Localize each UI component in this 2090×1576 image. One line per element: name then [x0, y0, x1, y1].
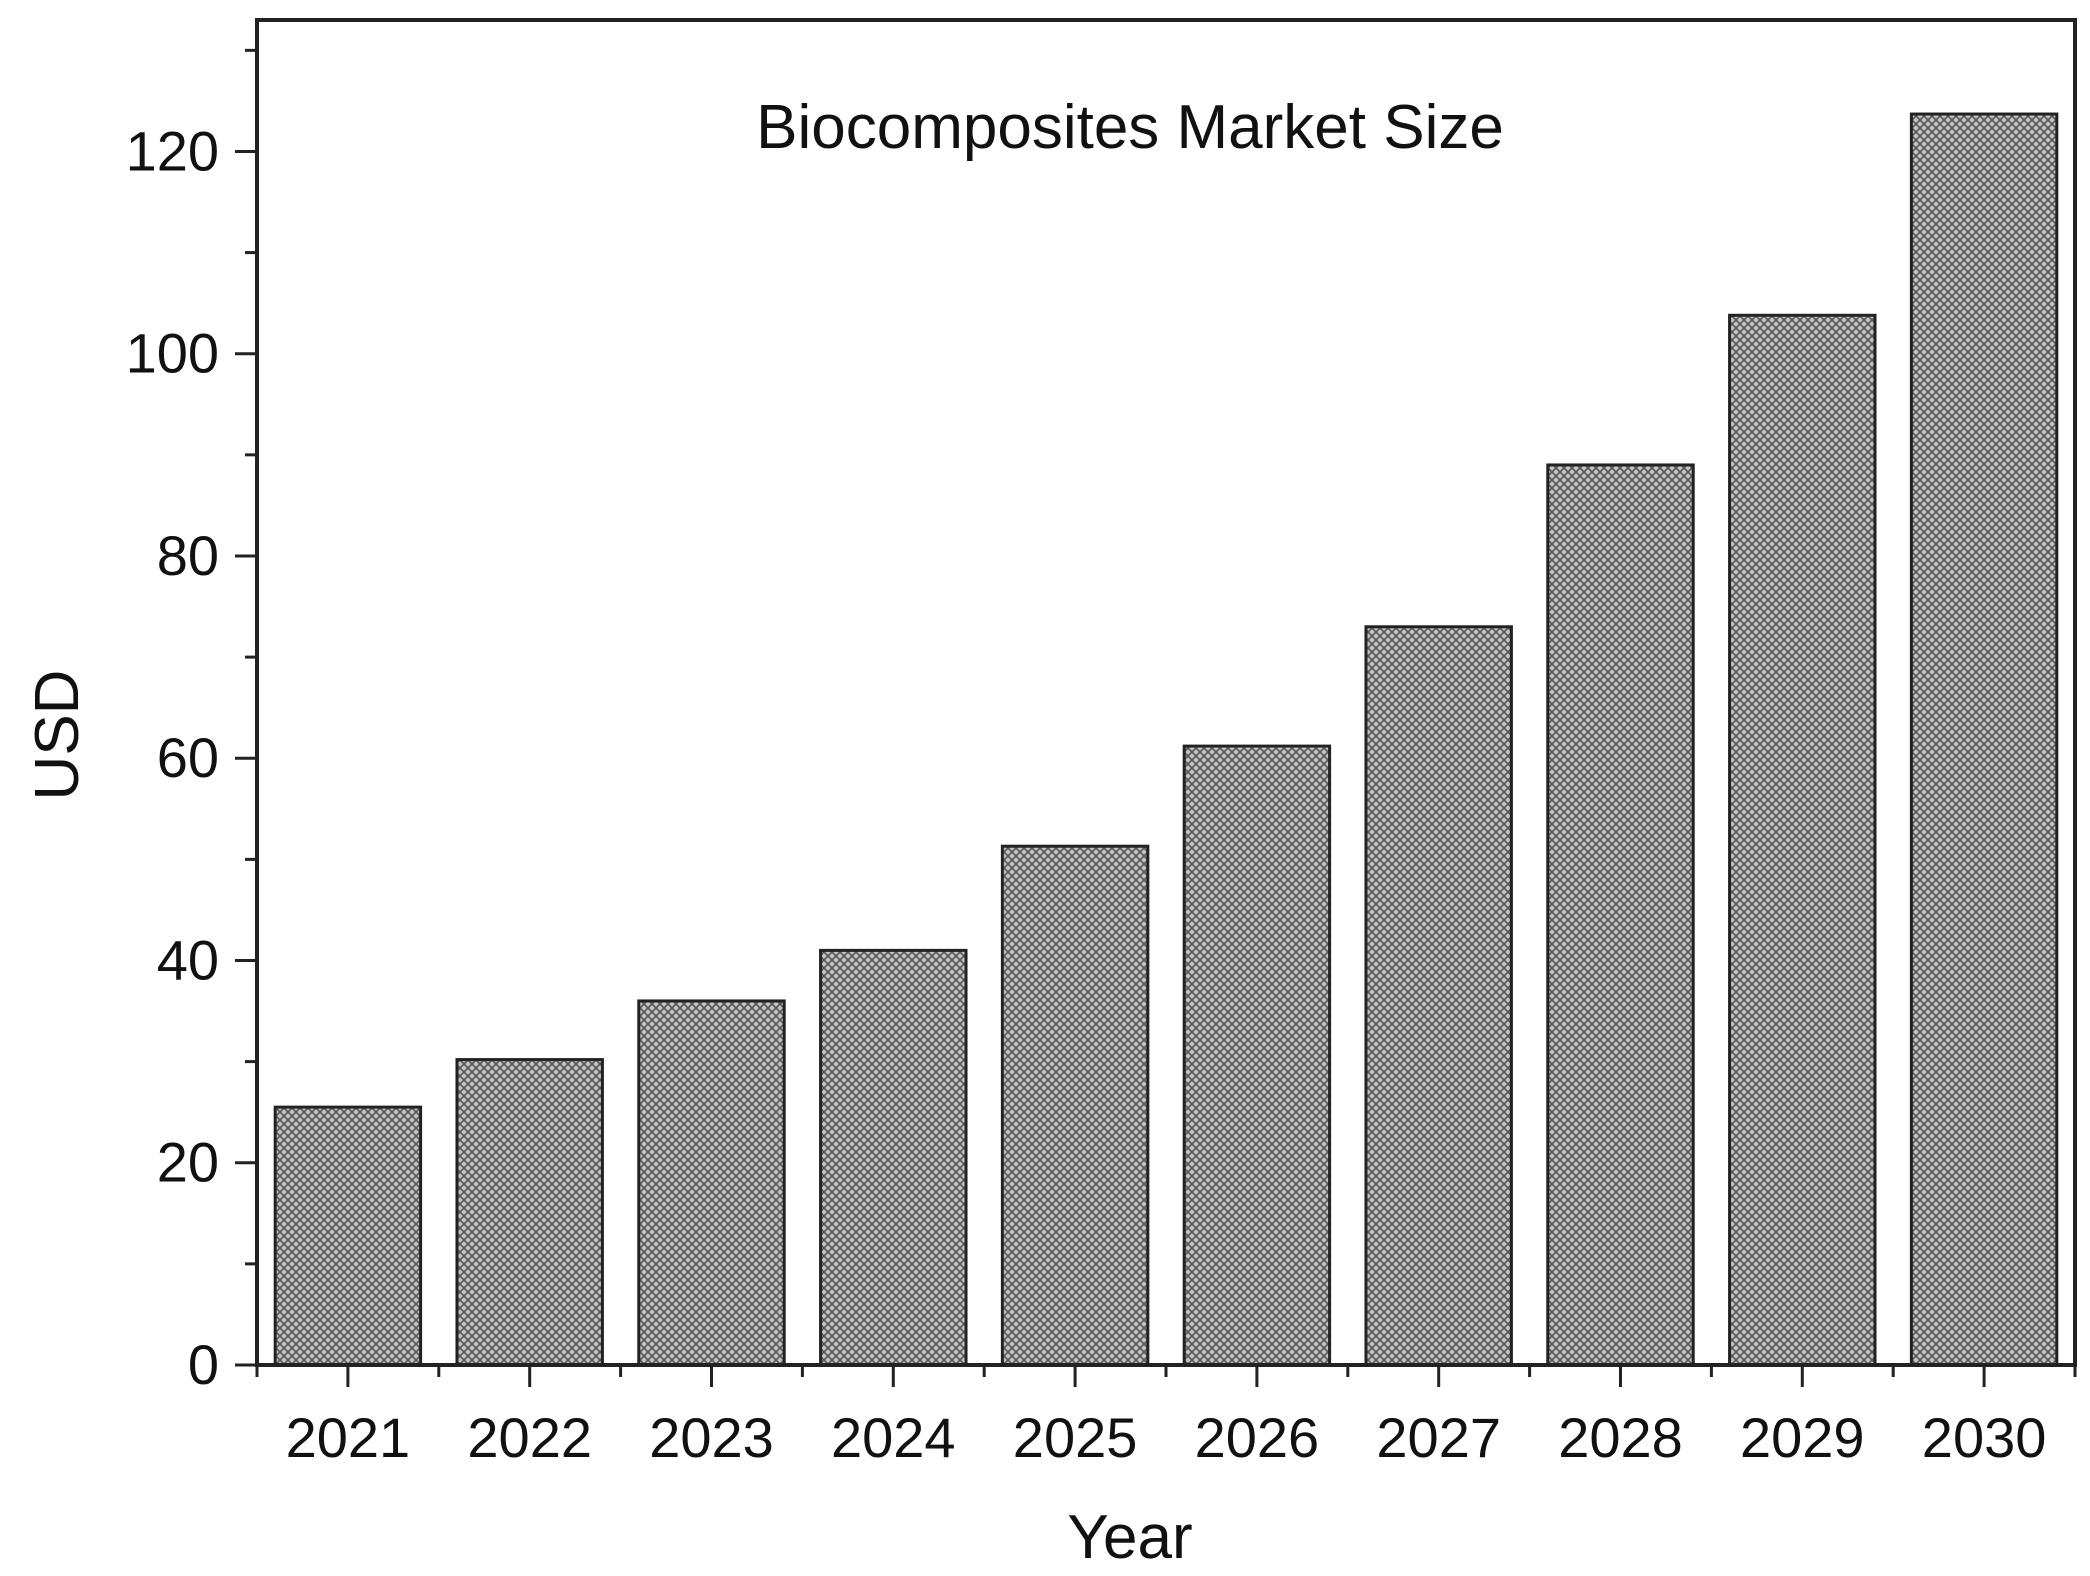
bar-2025	[1000, 844, 1150, 1367]
x-tick-label: 2030	[1922, 1406, 2047, 1469]
bar-2021	[273, 1105, 423, 1367]
bar-2027	[1364, 625, 1513, 1367]
x-tick-label: 2027	[1376, 1406, 1501, 1469]
x-axis: 2021 2022 2023 2024 2025 2026 2027 2028 2029 2030	[255, 1365, 2077, 1469]
x-tick-label: 2026	[1195, 1406, 1320, 1469]
bars-layer	[273, 112, 2059, 1367]
y-tick-label: 20	[157, 1131, 219, 1194]
y-tick-label: 0	[188, 1333, 219, 1396]
x-tick-label: 2022	[467, 1406, 592, 1469]
x-tick-label: 2028	[1558, 1406, 1683, 1469]
x-axis-title: Year	[1067, 1503, 1192, 1571]
bar-2030	[1909, 112, 2059, 1367]
x-tick-label: 2024	[831, 1406, 956, 1469]
bar-2028	[1546, 463, 1695, 1367]
y-axis: 0 20 40 60 80 100 120	[126, 48, 257, 1396]
bar-2029	[1728, 313, 1877, 1367]
bar-2026	[1182, 744, 1332, 1367]
y-tick-label: 120	[126, 119, 219, 182]
y-tick-label: 80	[157, 524, 219, 587]
x-tick-label: 2025	[1013, 1406, 1138, 1469]
bar-2024	[819, 948, 968, 1367]
x-tick-label: 2029	[1740, 1406, 1865, 1469]
y-tick-label: 40	[157, 928, 219, 991]
y-tick-label: 100	[126, 322, 219, 385]
bar-2022	[455, 1058, 604, 1367]
y-axis-title: USD	[23, 670, 92, 801]
x-tick-label: 2021	[286, 1406, 411, 1469]
chart-title: Biocomposites Market Size	[756, 93, 1504, 162]
y-tick-label: 60	[157, 726, 219, 789]
x-tick-label: 2023	[649, 1406, 774, 1469]
bar-2023	[637, 999, 786, 1367]
